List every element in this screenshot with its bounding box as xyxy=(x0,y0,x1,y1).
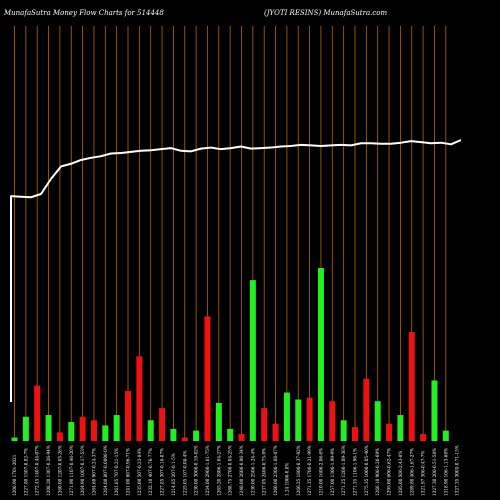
bar xyxy=(113,415,120,441)
x-tick-label: 1266.10 906-0.36-69% xyxy=(375,448,380,496)
x-tick-label: 1241.00 607-0.96-71% xyxy=(126,448,131,496)
x-tick-label: 1268.75 2706-0.04-25% xyxy=(228,445,233,496)
x-tick-label: 1261.85 707-0.21-15% xyxy=(114,448,119,496)
bar xyxy=(272,423,279,441)
x-tick-label: 1237.05 2406-0.75-9% xyxy=(262,448,267,496)
bar xyxy=(363,378,370,441)
bar xyxy=(227,428,234,441)
x-tick-label: 1260.00 1207-0.05-26% xyxy=(57,445,62,496)
x-tick-label: 1232.10 407-0.76-77% xyxy=(148,448,153,496)
x-tick-label: 1260.00 2306-1.68-87% xyxy=(273,445,278,496)
line-layer xyxy=(10,139,462,402)
bar xyxy=(386,423,393,441)
bar xyxy=(159,408,166,441)
x-tick-label: 1235.00 507-0.23-84% xyxy=(137,448,142,496)
bar xyxy=(238,434,245,441)
x-tick-label: 1289.80 406-1.67-27% xyxy=(409,448,414,496)
x-tick-label: 1227.80 1507-0.02-7% xyxy=(23,448,28,496)
bar xyxy=(34,385,41,441)
x-tick-label: 1327.30 206-0.51-58% xyxy=(432,448,437,496)
x-label-layer: 1206.90 1701-2021 1227.80 1507-0.02-7% 127… xyxy=(12,445,460,496)
bars-layer xyxy=(11,268,449,441)
x-tick-label: 1227.85 307-0.16-87% xyxy=(160,448,165,496)
bar xyxy=(442,430,449,441)
x-tick-label: 1266.25 1806-0.37-92% xyxy=(296,445,301,496)
bar xyxy=(68,421,75,441)
bar xyxy=(340,420,347,441)
x-tick-label: 1264.90 1007-0.17-53% xyxy=(80,445,85,496)
bar xyxy=(261,408,268,441)
bar xyxy=(181,437,188,441)
x-tick-label: 1327.35 3005-0.71-15% xyxy=(455,445,460,496)
x-tick-label: 1248.00 2606-0.96-34% xyxy=(239,445,244,496)
bar xyxy=(90,420,97,441)
x-tick-label: 1210.00 1606-2.06-6% xyxy=(318,448,323,496)
bar xyxy=(22,416,29,441)
x-tick-label: 1230.00 2506-1.24-4% xyxy=(250,448,255,496)
bar xyxy=(79,416,86,441)
bar xyxy=(102,425,109,441)
bar xyxy=(204,316,211,441)
x-tick-label: 1285.00 506-2.43-8% xyxy=(398,451,403,496)
bar xyxy=(329,401,336,441)
x-tick-label: 1275.35 1006-0.05-40% xyxy=(364,445,369,496)
bar xyxy=(249,280,256,441)
bar xyxy=(56,432,63,441)
x-tick-label: 1264.00 807-0.0006-0% xyxy=(103,445,108,496)
x-tick-label: 1230.00 3006-0.19-82% xyxy=(194,445,199,496)
bar xyxy=(45,415,52,441)
bar xyxy=(352,427,358,441)
x-tick-label: 1.24 1906-0.8% xyxy=(284,463,289,496)
x-tick-label: 1318.90 106-1.13-60% xyxy=(443,448,448,496)
x-tick-label: 1264.60 907-0.24-37% xyxy=(91,448,96,496)
x-tick-label: 1321.97 306-0.47-7% xyxy=(421,451,426,496)
x-tick-label: 1271.90 1107-0.46-20% xyxy=(69,445,74,496)
bar xyxy=(431,380,438,441)
x-tick-label: 1265.20 2806-1.64-27% xyxy=(216,445,221,496)
bar xyxy=(215,402,222,441)
bar xyxy=(295,399,302,441)
x-tick-label: 1214.85 207-0.1-5% xyxy=(171,453,176,496)
x-tick-label: 1295.00 606-0.62-47% xyxy=(387,448,392,496)
chart-title-right: (JYOTI RESINS) MunafaSutra.com xyxy=(264,9,387,17)
bar xyxy=(125,390,131,441)
bar xyxy=(397,415,404,441)
bar xyxy=(11,437,18,441)
x-tick-label: 1257.00 1306-1.99-9% xyxy=(330,448,335,496)
x-tick-label: 1225.05 107-0.08-4% xyxy=(182,451,187,496)
x-tick-label: 1206.90 1701-2021 xyxy=(12,454,17,496)
x-tick-label: 1271.25 1206-1.09-36% xyxy=(341,445,346,496)
x-tick-label: 1208.20 1307-0.26-94% xyxy=(46,445,51,496)
x-tick-label: 1271.35 1706-0.21-99% xyxy=(307,445,312,496)
x-tick-label: 1271.35 1106-1.96-1% xyxy=(353,448,358,496)
bar xyxy=(420,434,427,441)
bar xyxy=(193,430,200,441)
bar xyxy=(283,392,290,441)
bar xyxy=(374,401,381,441)
x-tick-label: 1272.45 1407-0.44-07% xyxy=(35,445,40,496)
chart-title-left: MunafaSutra Money Flow Charts for 514448 xyxy=(3,9,164,17)
bar xyxy=(317,268,324,441)
bar xyxy=(306,397,313,441)
bar xyxy=(408,332,415,441)
bar xyxy=(136,356,143,441)
bar xyxy=(147,420,154,441)
bar xyxy=(170,428,177,441)
x-tick-label: 1254.00 2906-1.61-75% xyxy=(205,445,210,496)
money-flow-line xyxy=(10,139,462,402)
